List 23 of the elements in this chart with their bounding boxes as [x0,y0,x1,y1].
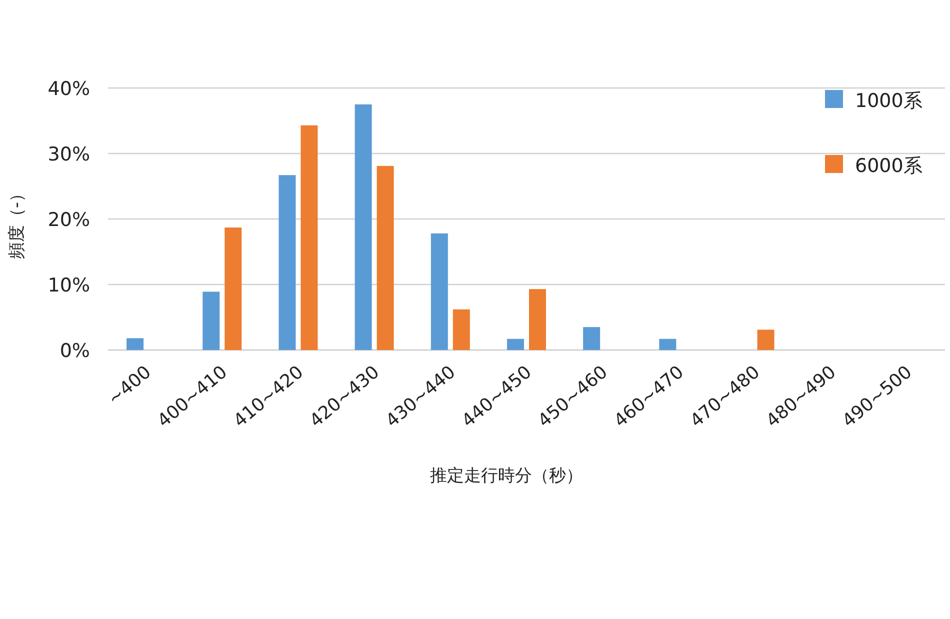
y-tick-label: 30% [48,144,90,166]
legend-label: 6000系 [855,155,922,177]
bar [757,330,774,350]
bar [224,228,242,350]
bar [354,104,372,350]
bar [202,292,220,350]
bar [430,233,448,350]
x-axis-title: 推定走行時分（秒） [430,466,583,486]
legend-label: 1000系 [855,90,922,112]
bar [529,289,546,350]
y-tick-label: 10% [48,274,90,296]
y-tick-label: 40% [48,78,90,100]
bar [507,338,524,350]
y-axis-title: 頻度（-） [7,184,27,260]
bar [583,327,600,350]
bar [300,125,318,350]
y-tick-label: 20% [48,209,90,231]
bar [659,338,676,350]
bar [452,309,470,350]
bar [376,166,394,350]
bar [126,338,144,350]
y-tick-label: 0% [60,340,90,362]
bar [278,175,296,350]
